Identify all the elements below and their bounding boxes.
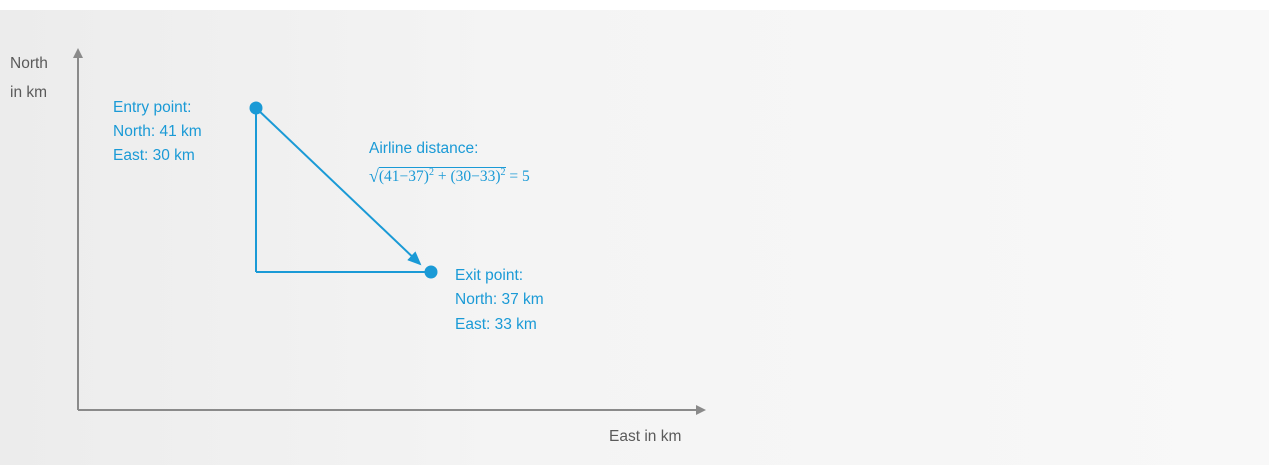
diagram-panel xyxy=(0,10,1269,465)
square-root-symbol: √ xyxy=(369,166,379,187)
exit-point-marker xyxy=(424,265,438,279)
airline-distance-formula: √(41−37)2 + (30−33)2 = 5 xyxy=(369,162,530,188)
x-axis-label: East in km xyxy=(609,428,682,445)
airline-distance-arrow xyxy=(255,107,422,266)
formula-plus: + xyxy=(433,168,451,186)
exit-point-east: East: 33 km xyxy=(455,316,537,333)
airline-distance-title: Airline distance: xyxy=(369,140,479,157)
entry-point-north: North: 41 km xyxy=(113,123,202,140)
formula-term2: (30−33) xyxy=(450,168,501,186)
exit-point-title: Exit point: xyxy=(455,267,524,284)
formula-exp2: 2 xyxy=(500,167,506,178)
formula-term1: (41−37) xyxy=(378,168,429,186)
entry-point-east: East: 30 km xyxy=(113,147,195,164)
formula-exp1: 2 xyxy=(428,167,434,178)
y-axis-label-line1: North xyxy=(10,55,48,72)
entry-point-marker xyxy=(249,101,263,115)
entry-point-title: Entry point: xyxy=(113,99,192,116)
y-axis-label-line2: in km xyxy=(10,84,48,101)
exit-point-north: North: 37 km xyxy=(455,291,544,308)
formula-radicand: (41−37)2 + (30−33)2 xyxy=(378,167,506,186)
formula-result: = 5 xyxy=(505,168,530,186)
